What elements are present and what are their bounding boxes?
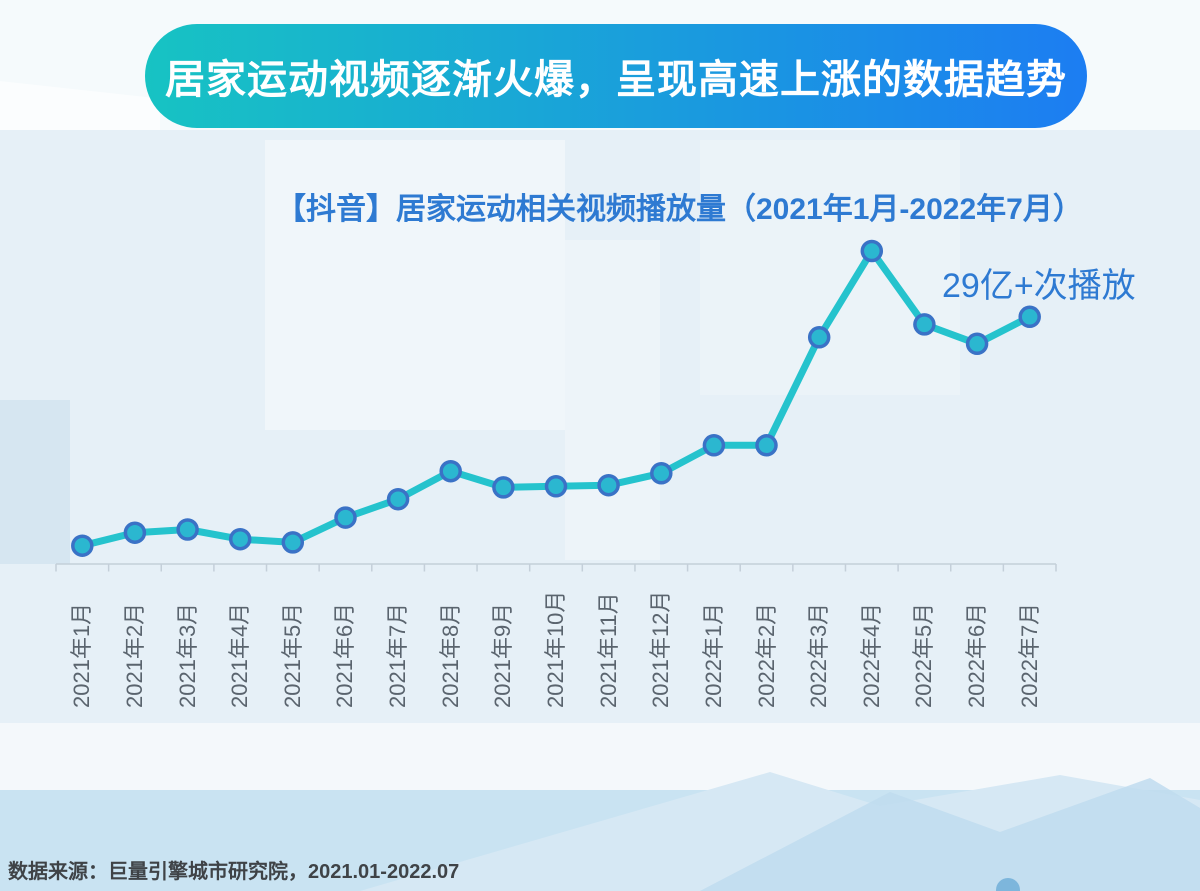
data-point	[597, 473, 620, 497]
x-axis-label: 2022年3月	[806, 602, 832, 708]
x-axis-label: 2021年9月	[490, 602, 516, 708]
x-axis-label: 2022年4月	[858, 602, 884, 708]
x-axis-label: 2021年7月	[385, 602, 411, 708]
data-point	[1018, 305, 1041, 329]
x-axis-label: 2022年2月	[753, 602, 779, 708]
x-axis-label: 2021年2月	[121, 602, 147, 708]
x-axis-label: 2021年3月	[174, 602, 200, 708]
x-axis-label: 2021年4月	[227, 602, 253, 708]
data-point	[71, 534, 94, 557]
header-title: 居家运动视频逐渐火爆，呈现高速上涨的数据趋势	[165, 58, 1067, 102]
x-axis-label: 2021年11月	[595, 592, 621, 708]
data-point	[650, 462, 673, 485]
header-banner: 居家运动视频逐渐火爆，呈现高速上涨的数据趋势	[145, 24, 1087, 128]
data-point	[965, 332, 989, 356]
x-axis-label: 2022年6月	[964, 602, 990, 708]
data-point	[176, 518, 199, 541]
data-point	[702, 434, 726, 457]
x-axis-label: 2021年5月	[279, 602, 305, 708]
data-point	[386, 487, 410, 511]
data-point	[544, 475, 568, 498]
peak-annotation: 29亿+次播放	[942, 267, 1136, 305]
x-axis-label: 2022年5月	[911, 602, 937, 708]
data-point	[123, 521, 147, 544]
data-point	[334, 506, 357, 529]
x-axis-label: 2022年1月	[700, 602, 726, 708]
data-point	[281, 531, 305, 554]
x-axis-label: 2021年1月	[69, 602, 95, 708]
data-point	[860, 239, 884, 263]
data-point	[492, 476, 515, 499]
data-point	[439, 459, 462, 483]
x-axis-label: 2021年12月	[648, 590, 674, 708]
data-point	[807, 326, 831, 349]
data-point	[913, 313, 936, 336]
x-axis-label: 2021年6月	[332, 602, 358, 708]
x-axis-label: 2021年8月	[437, 602, 463, 708]
data-source-note: 数据来源：巨量引擎城市研究院，2021.01-2022.07	[8, 861, 460, 883]
line-series	[78, 247, 1034, 550]
data-point	[228, 527, 252, 551]
chart-title: 【抖音】居家运动相关视频播放量（2021年1月-2022年7月）	[276, 193, 1083, 226]
x-axis-label: 2021年10月	[543, 590, 568, 708]
data-point	[755, 434, 778, 457]
x-axis-label: 2022年7月	[1016, 602, 1042, 708]
